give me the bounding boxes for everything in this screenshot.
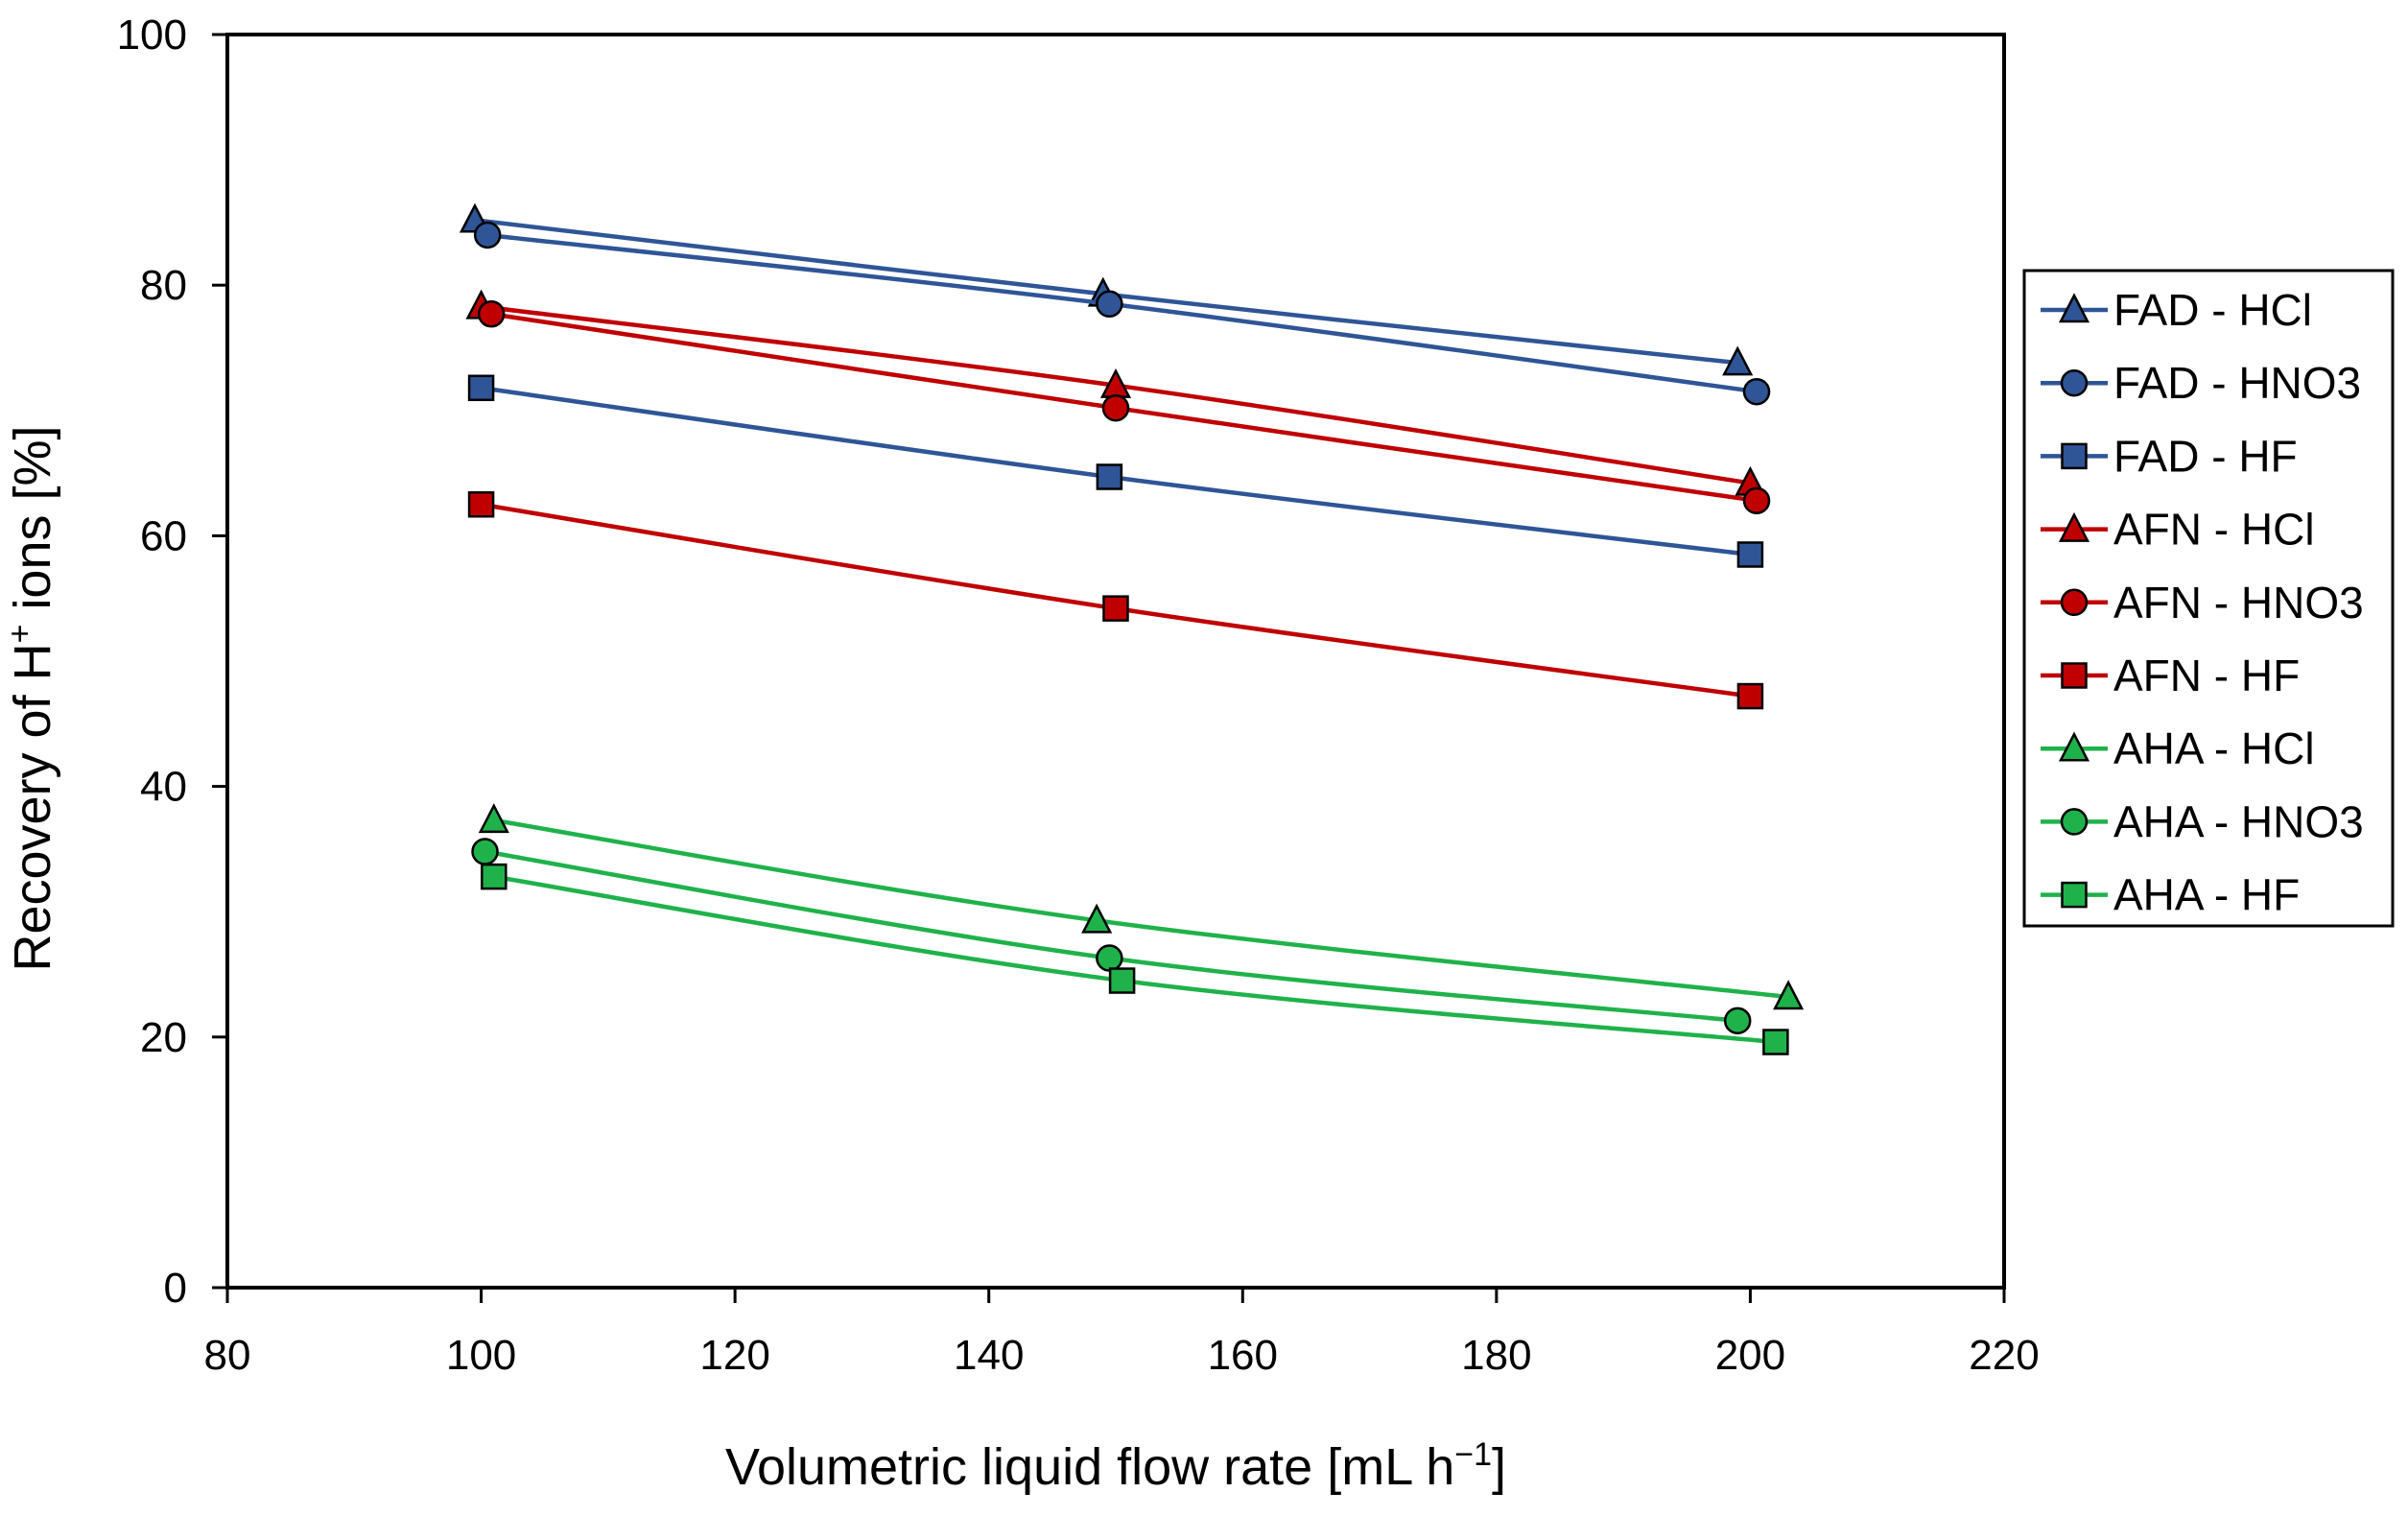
- legend-marker: [2061, 662, 2088, 689]
- x-tick-label: 220: [1969, 1332, 2039, 1379]
- y-axis: 0 20 40 60 80 100: [117, 12, 227, 1312]
- legend-label: AHA - HNO3: [2113, 796, 2364, 846]
- legend-marker: [2060, 588, 2089, 617]
- legend-item: FAD - HF: [2041, 431, 2298, 481]
- legend-label: AFN - HCl: [2113, 505, 2315, 555]
- legend-label: AHA - HCl: [2113, 723, 2315, 773]
- data-point: [478, 803, 509, 834]
- legend: FAD - HCl FAD - HNO3 FAD - HF AFN - HCl AFN …: [2022, 269, 2395, 928]
- data-point: [1108, 967, 1136, 994]
- y-tick-label: 80: [140, 262, 187, 309]
- series-aha-hno3: [471, 838, 1752, 1035]
- series-layer: [459, 202, 1805, 1055]
- data-point: [1081, 903, 1113, 934]
- data-point: [467, 491, 495, 518]
- x-axis: 80 100 120 140 160 180 200 220: [204, 1288, 2040, 1379]
- data-point: [1096, 290, 1123, 319]
- legend-label: AHA - HF: [2113, 870, 2300, 920]
- series-afn-hf: [467, 491, 1764, 710]
- legend-label: FAD - HCl: [2113, 285, 2312, 335]
- data-point: [467, 374, 495, 402]
- legend-item: AHA - HF: [2041, 870, 2300, 920]
- legend-marker: [2058, 293, 2090, 323]
- data-point: [1102, 595, 1129, 622]
- data-point: [1742, 486, 1771, 515]
- series-afn-hno3: [477, 299, 1771, 515]
- data-point: [1736, 682, 1764, 710]
- series-fad-hno3: [473, 221, 1771, 406]
- data-point: [471, 838, 499, 865]
- x-tick-label: 200: [1715, 1332, 1785, 1379]
- data-point: [1096, 944, 1123, 972]
- legend-item: FAD - HCl: [2041, 285, 2312, 335]
- legend-marker: [2061, 442, 2088, 470]
- data-point: [1096, 463, 1123, 490]
- data-point: [1101, 393, 1130, 422]
- y-tick-label: 0: [164, 1265, 187, 1312]
- legend-item: AFN - HCl: [2041, 505, 2315, 555]
- legend-item: FAD - HNO3: [2041, 358, 2361, 408]
- y-axis-title: Recovery of H+ ions [%]: [2, 425, 61, 971]
- y-tick-label: 40: [140, 764, 187, 811]
- data-point: [1723, 1007, 1752, 1035]
- x-tick-label: 100: [446, 1332, 516, 1379]
- series-aha-hf: [481, 863, 1789, 1055]
- x-tick-label: 160: [1208, 1332, 1278, 1379]
- data-point: [1773, 980, 1805, 1010]
- legend-marker: [2060, 368, 2089, 397]
- series-fad-hf: [467, 374, 1764, 568]
- legend-item: AHA - HCl: [2041, 723, 2315, 773]
- x-tick-label: 140: [954, 1332, 1024, 1379]
- legend-label: AFN - HNO3: [2113, 578, 2364, 628]
- legend-marker: [2058, 511, 2090, 542]
- data-point: [1762, 1029, 1789, 1055]
- legend-marker: [2060, 808, 2089, 836]
- plot-area: [225, 33, 2006, 1290]
- legend-item: AHA - HNO3: [2041, 796, 2364, 846]
- legend-label: FAD - HF: [2113, 431, 2298, 481]
- y-tick-label: 20: [140, 1014, 187, 1061]
- x-tick-label: 180: [1461, 1332, 1531, 1379]
- x-tick-label: 80: [204, 1332, 251, 1379]
- y-tick-label: 100: [117, 12, 187, 59]
- y-tick-label: 60: [140, 512, 187, 559]
- data-point: [1742, 377, 1771, 406]
- data-point: [473, 221, 502, 249]
- legend-label: FAD - HNO3: [2113, 358, 2361, 408]
- data-point: [1722, 345, 1754, 376]
- legend-marker: [2061, 881, 2088, 909]
- x-axis-title: Volumetric liquid flow rate [mL h−1]: [725, 1436, 1506, 1496]
- series-aha-hcl: [478, 803, 1805, 1010]
- data-point: [481, 863, 508, 890]
- data-point: [1736, 541, 1764, 568]
- x-tick-label: 120: [699, 1332, 769, 1379]
- legend-label: AFN - HF: [2113, 651, 2300, 700]
- data-point: [477, 299, 506, 328]
- legend-item: AFN - HF: [2041, 651, 2300, 700]
- legend-marker: [2058, 731, 2090, 762]
- legend-item: AFN - HNO3: [2041, 578, 2364, 628]
